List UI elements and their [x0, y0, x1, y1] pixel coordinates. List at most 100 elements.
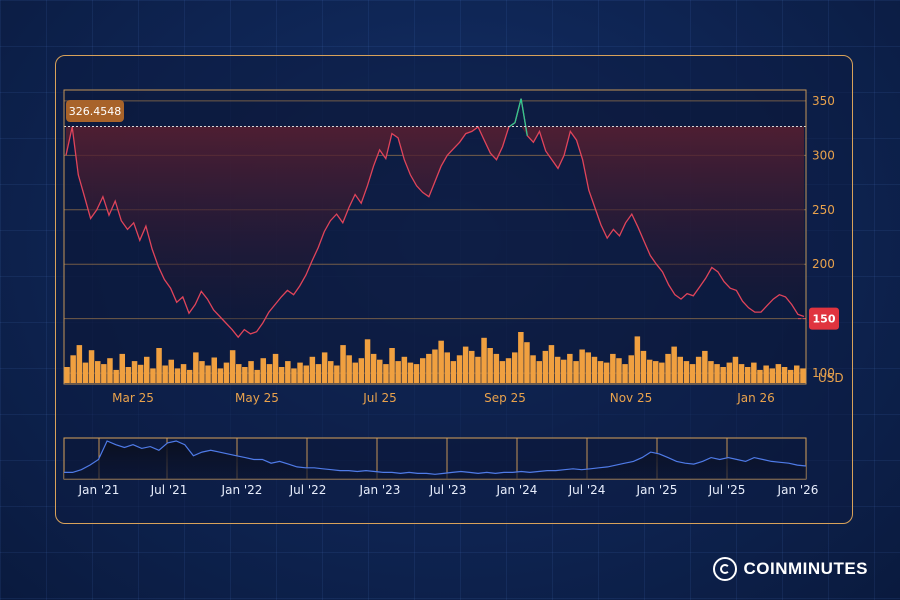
- volume-bar: [444, 352, 450, 383]
- volume-bar: [714, 364, 720, 383]
- volume-bar: [585, 352, 591, 383]
- volume-bar: [309, 356, 316, 383]
- navigator-tick-label: Jan '24: [496, 483, 538, 497]
- volume-bar: [113, 369, 119, 383]
- navigator-tick-label: Jul '24: [568, 483, 606, 497]
- volume-bar: [450, 361, 457, 383]
- volume-bar: [377, 359, 383, 383]
- volume-bar: [763, 365, 769, 383]
- volume-bar: [653, 361, 659, 383]
- volume-bar: [665, 353, 671, 383]
- volume-bar: [395, 361, 401, 383]
- volume-bar: [512, 352, 518, 383]
- volume-bar: [726, 362, 733, 383]
- volume-bar: [125, 367, 132, 383]
- volume-bar: [622, 364, 628, 383]
- volume-bar: [297, 362, 303, 383]
- volume-bar: [720, 367, 726, 383]
- volume-bar: [174, 368, 181, 383]
- volume-bar: [119, 353, 125, 383]
- navigator-tick-label: Jul '23: [429, 483, 467, 497]
- price-segment-up: [514, 98, 522, 123]
- volume-bar: [156, 348, 162, 383]
- volume-bar: [745, 367, 751, 383]
- price-segment-up: [520, 98, 528, 136]
- volume-bar: [573, 361, 579, 383]
- x-tick-label: Nov 25: [610, 391, 653, 405]
- volume-bar: [603, 362, 610, 383]
- volume-bar: [370, 353, 377, 383]
- x-tick-label: Jul 25: [362, 391, 397, 405]
- volume-bar: [383, 364, 389, 383]
- volume-bar: [781, 367, 788, 383]
- volume-bar: [775, 364, 782, 383]
- volume-bar: [352, 362, 358, 383]
- volume-bar: [413, 364, 420, 383]
- volume-bar: [223, 362, 230, 383]
- volume-bar: [646, 359, 653, 383]
- volume-bar: [487, 348, 493, 383]
- volume-bar: [217, 368, 224, 383]
- volume-bar: [757, 369, 763, 383]
- volume-bar: [610, 353, 616, 383]
- volume-bar: [554, 356, 561, 383]
- volume-bar: [242, 367, 248, 383]
- volume-bar: [70, 355, 76, 383]
- volume-bar: [689, 364, 696, 383]
- volume-bar: [272, 353, 279, 383]
- last-price-badge: 150: [809, 307, 839, 330]
- high-value-label: 326.4548: [69, 105, 122, 118]
- high-value-badge: 326.4548: [66, 100, 124, 122]
- volume-bar: [137, 364, 144, 383]
- volume-bar: [186, 369, 193, 383]
- volume-bar: [542, 350, 549, 383]
- volume-bar: [88, 350, 95, 383]
- navigator-tick-label: Jul '21: [150, 483, 188, 497]
- volume-bar: [82, 362, 89, 383]
- coinminutes-logo-icon: [712, 557, 737, 581]
- volume-bar: [303, 365, 309, 383]
- volume-bar: [420, 358, 426, 383]
- volume-bar: [475, 356, 481, 383]
- brand-logo: COINMINUTES: [712, 557, 869, 581]
- volume-bar: [499, 361, 506, 383]
- volume-bar: [659, 362, 665, 383]
- volume-bar: [334, 365, 340, 383]
- y-tick-label: 250: [812, 203, 835, 217]
- volume-bar: [426, 353, 432, 383]
- volume-bar: [107, 358, 113, 383]
- volume-bar: [168, 359, 174, 383]
- volume-bar: [266, 364, 273, 383]
- volume-bar: [548, 345, 555, 383]
- navigator-tick-label: Jan '21: [78, 483, 120, 497]
- volume-bar: [180, 364, 187, 383]
- volume-bar: [199, 361, 205, 383]
- volume-bar: [591, 356, 598, 383]
- x-tick-label: May 25: [235, 391, 279, 405]
- y-tick-label: 300: [812, 148, 835, 162]
- volume-bar: [364, 339, 371, 383]
- x-tick-label: Jan 26: [736, 391, 775, 405]
- volume-bar: [340, 345, 346, 383]
- volume-bar: [438, 340, 444, 383]
- navigator-tick-label: Jan '26: [777, 483, 819, 497]
- volume-bar: [76, 345, 83, 383]
- navigator-tick-label: Jan '23: [359, 483, 401, 497]
- volume-bar: [205, 365, 211, 383]
- volume-bar: [493, 353, 500, 383]
- volume-bar: [702, 350, 708, 383]
- volume-bar: [229, 350, 236, 383]
- volume-bar: [579, 349, 585, 383]
- volume-bar: [794, 365, 800, 383]
- volume-bar: [640, 350, 647, 383]
- volume-bar: [278, 367, 285, 383]
- volume-bar: [708, 361, 714, 383]
- volume-bar: [628, 355, 634, 383]
- volume-bar: [193, 352, 199, 383]
- navigator-line: [64, 440, 807, 475]
- volume-bar: [432, 349, 438, 383]
- x-tick-label: Sep 25: [484, 391, 526, 405]
- volume-bar: [738, 364, 745, 383]
- volume-bar: [328, 361, 334, 383]
